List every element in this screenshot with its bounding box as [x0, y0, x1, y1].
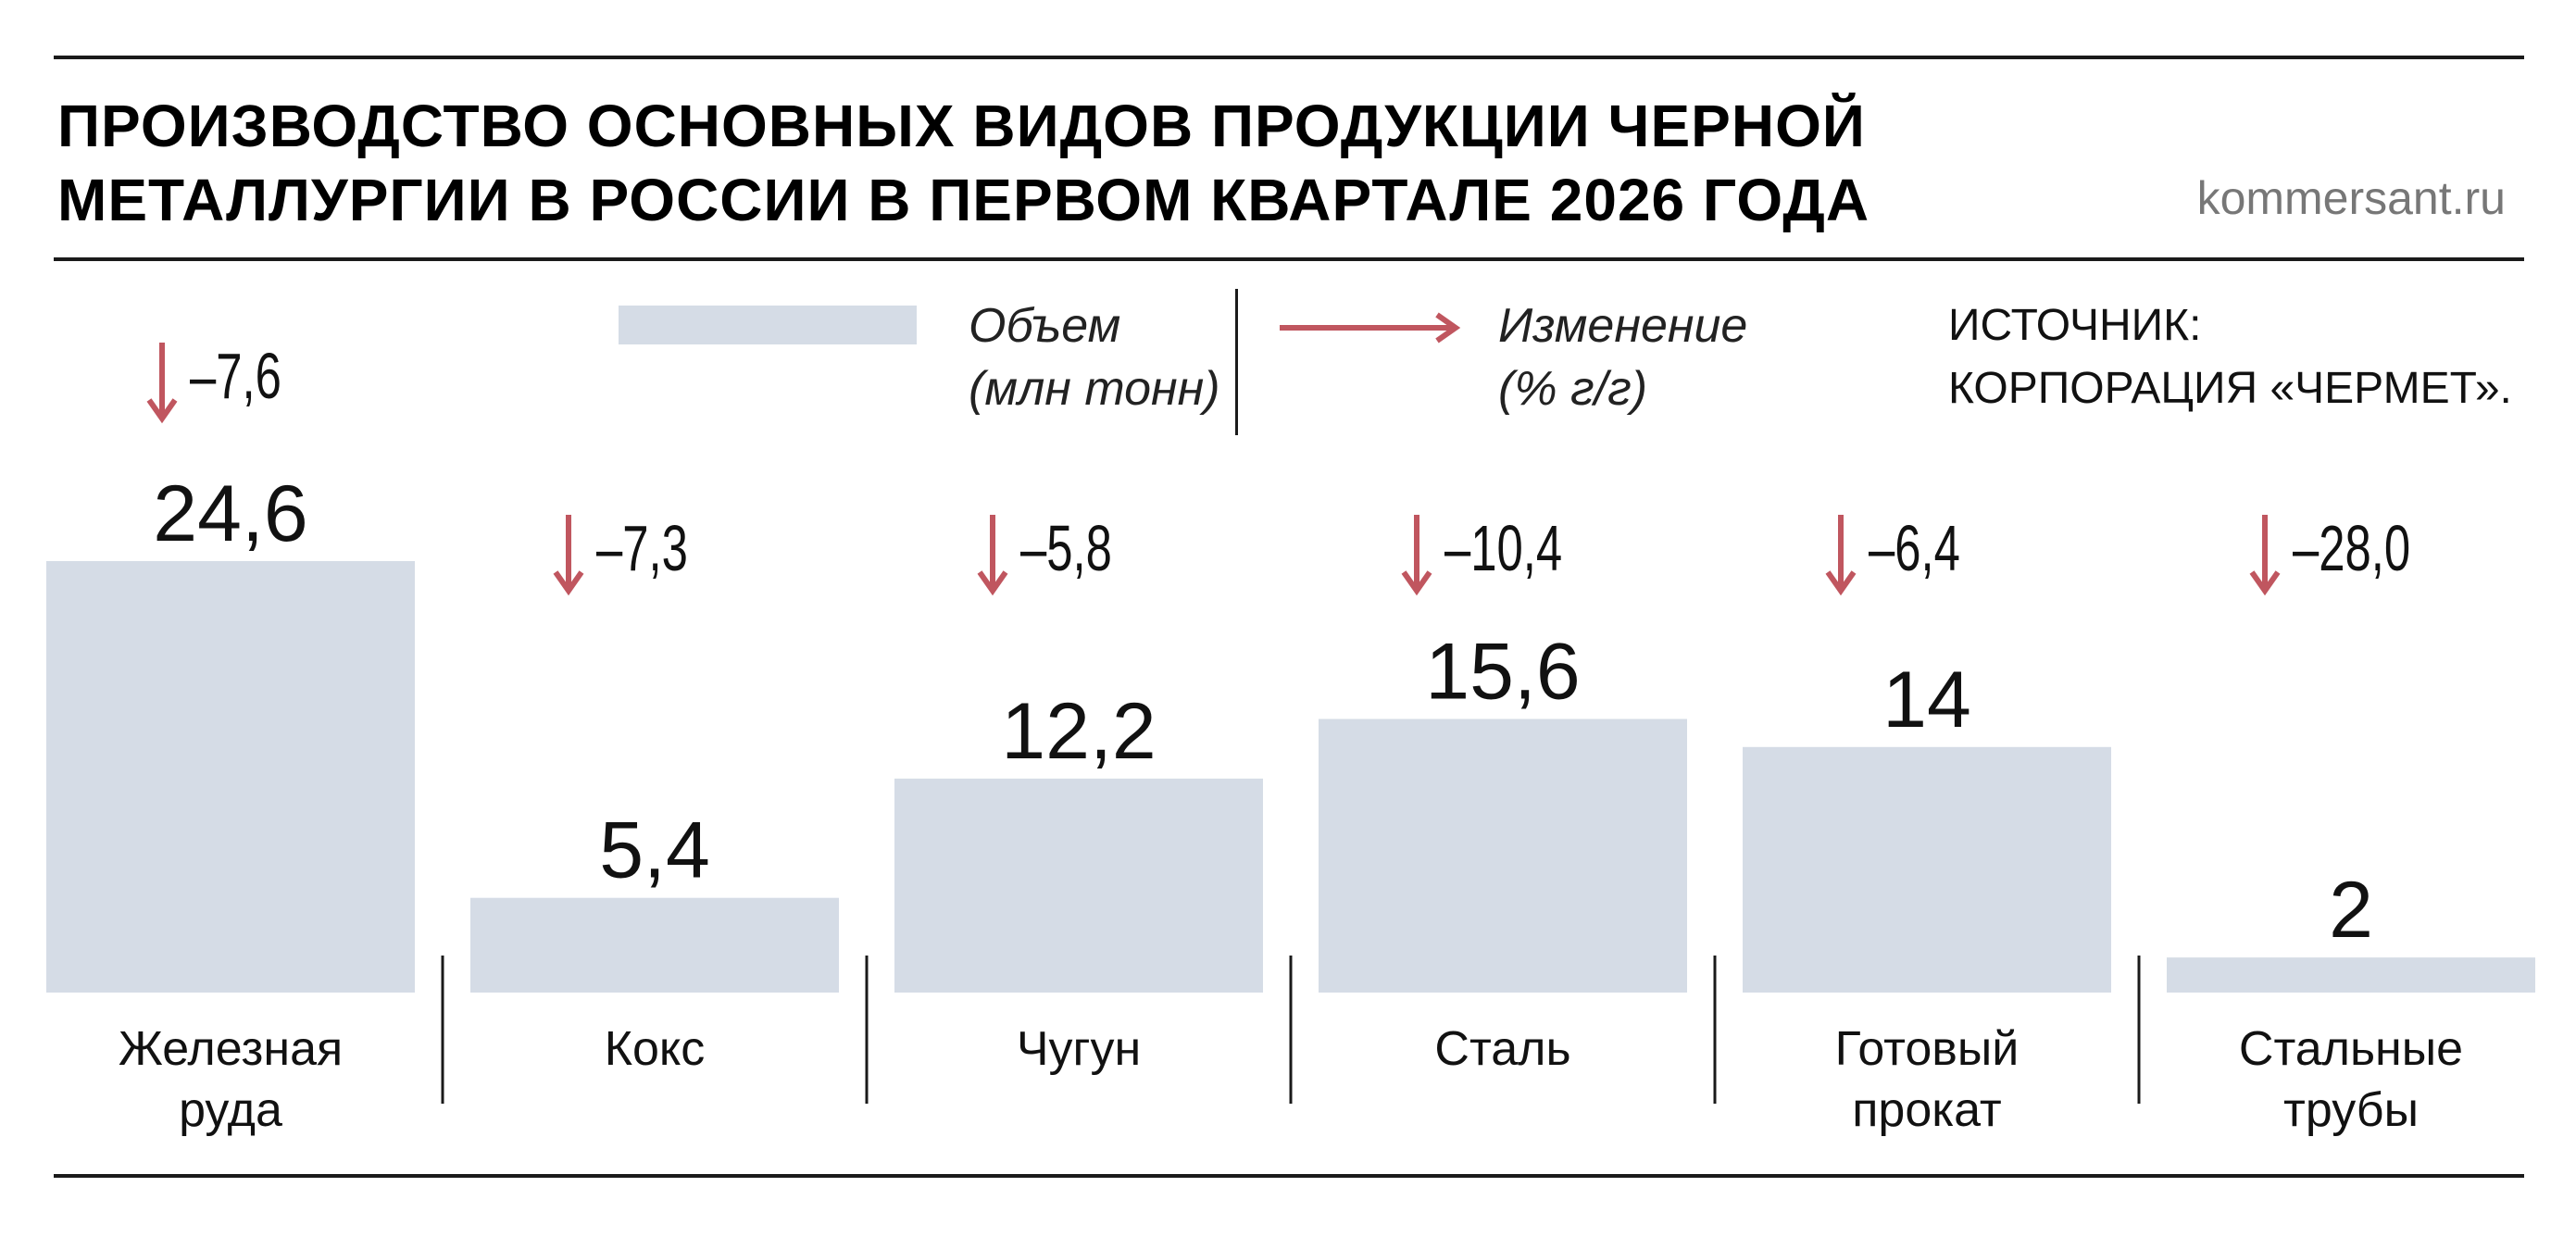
site-credit: kommersant.ru: [2196, 172, 2506, 224]
legend-divider: [1235, 289, 1238, 435]
header-rule: [54, 257, 2524, 261]
category-label: Сталь: [1434, 1022, 1570, 1076]
change-label: –28,0: [2293, 512, 2410, 584]
legend-volume-line-1: Объем: [969, 299, 1121, 353]
arrow-right-icon: [1280, 312, 1461, 344]
top-rule: [54, 56, 2524, 59]
value-label: 15,6: [1425, 627, 1580, 716]
change-label: –7,3: [596, 512, 688, 584]
source-line-2: КОРПОРАЦИЯ «ЧЕРМЕТ».: [1948, 364, 2512, 413]
title-line-2: МЕТАЛЛУРГИИ В РОССИИ В ПЕРВОМ КВАРТАЛЕ 2…: [57, 167, 1870, 233]
legend-change-label: Изменение (% г/г): [1498, 294, 1747, 420]
bar: [2167, 957, 2535, 993]
arrow-down-head: [2249, 570, 2281, 596]
bottom-rule: [54, 1174, 2524, 1178]
value-label: 5,4: [599, 806, 710, 895]
legend-volume-label: Объем (млн тонн): [969, 294, 1220, 420]
category-label: Готовый: [1835, 1022, 2020, 1076]
value-label: 12,2: [1001, 687, 1156, 776]
value-label: 2: [2329, 866, 2373, 955]
legend-change-line-2: (% г/г): [1498, 362, 1648, 416]
category-label: Стальные: [2239, 1022, 2463, 1076]
bar: [1319, 718, 1687, 993]
change-label: –6,4: [1869, 512, 1960, 584]
bar: [46, 561, 415, 993]
bar: [1743, 746, 2111, 993]
arrow-down-head: [553, 570, 584, 596]
category-label: Железная: [119, 1022, 343, 1076]
change-label: –7,6: [190, 340, 281, 412]
title-line-1: ПРОИЗВОДСТВО ОСНОВНЫХ ВИДОВ ПРОДУКЦИИ ЧЕ…: [57, 93, 1866, 159]
category-label: Кокс: [605, 1022, 706, 1076]
bar: [894, 778, 1263, 993]
change-label: –10,4: [1444, 512, 1562, 584]
value-label: 14: [1882, 656, 1971, 744]
legend-change-line-1: Изменение: [1498, 299, 1748, 353]
category-label: руда: [179, 1083, 282, 1137]
arrow-down-head: [977, 570, 1008, 596]
bar: [470, 897, 839, 993]
category-label: Чугун: [1017, 1022, 1141, 1076]
chart-title: ПРОИЗВОДСТВО ОСНОВНЫХ ВИДОВ ПРОДУКЦИИ ЧЕ…: [57, 89, 2187, 237]
category-label: трубы: [2283, 1083, 2419, 1137]
value-label: 24,6: [153, 469, 307, 558]
arrow-down-head: [146, 398, 178, 424]
arrow-down-head: [1825, 570, 1857, 596]
legend-volume-swatch: [619, 306, 917, 344]
arrow-down-head: [1401, 570, 1432, 596]
source-line-1: ИСТОЧНИК:: [1948, 301, 2202, 350]
source-note: ИСТОЧНИК: КОРПОРАЦИЯ «ЧЕРМЕТ».: [1948, 294, 2512, 420]
category-label: прокат: [1852, 1083, 2001, 1137]
legend-volume-line-2: (млн тонн): [969, 362, 1220, 416]
change-label: –5,8: [1020, 512, 1112, 584]
